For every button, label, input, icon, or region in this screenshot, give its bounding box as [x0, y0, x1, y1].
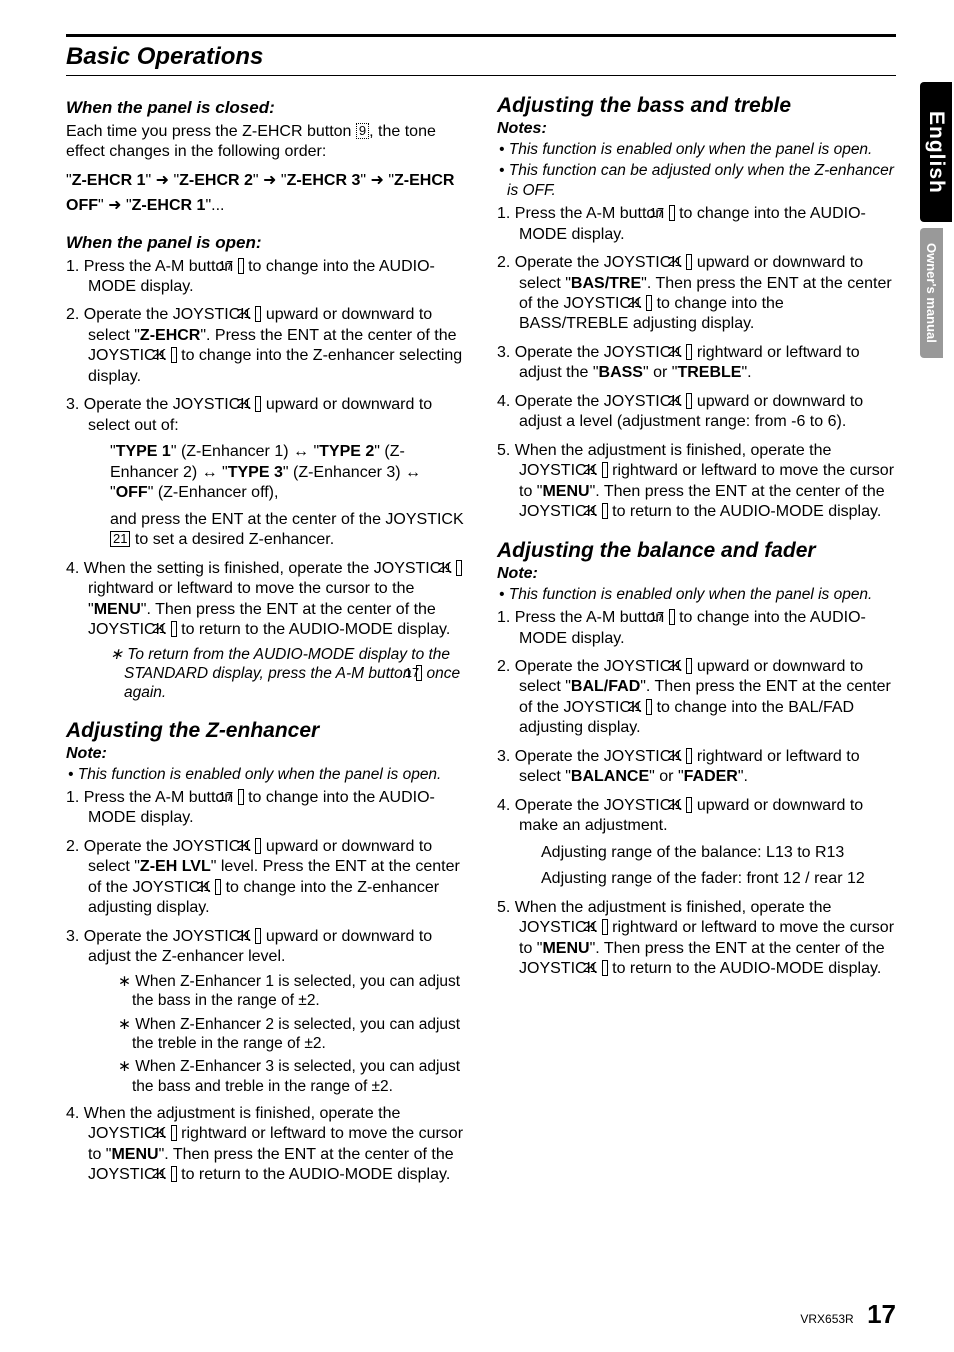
- bold: MENU: [542, 940, 589, 957]
- bold: BAS/TRE: [571, 275, 641, 292]
- note-label: Note:: [66, 745, 465, 763]
- note-item: • This function is enabled only when the…: [66, 765, 465, 784]
- tab-section: Owner's manual: [920, 228, 943, 358]
- t: 4. Operate the JOYSTICK: [497, 393, 686, 410]
- side-tabs: English Owner's manual: [920, 82, 954, 364]
- zenh-step-1: 1. Press the A-M button 17 to change int…: [66, 788, 465, 829]
- bass-step-5: 5. When the adjustment is finished, oper…: [497, 441, 896, 523]
- open-step-2: 2. Operate the JOYSTICK 21 upward or dow…: [66, 305, 465, 387]
- bold: Z-EHCR: [140, 327, 200, 344]
- t: 1. Press the A-M button: [497, 609, 669, 626]
- bold: BALANCE: [571, 768, 649, 785]
- bal-step-3: 3. Operate the JOYSTICK 21 rightward or …: [497, 747, 896, 788]
- t: ".: [738, 768, 748, 785]
- bold: FADER: [684, 768, 738, 785]
- t: 1. Press the A-M button: [497, 205, 669, 222]
- ref-joystick-21: 21: [110, 531, 130, 547]
- bold: MENU: [542, 483, 589, 500]
- open-step-3-sub1: "TYPE 1" (Z-Enhancer 1) ↔ "TYPE 2" (Z-En…: [88, 442, 465, 503]
- ref-joystick-21: 21: [456, 560, 462, 576]
- t: ".: [741, 364, 751, 381]
- right-column: Adjusting the bass and treble Notes: • T…: [497, 94, 896, 1194]
- heading-balance-fader: Adjusting the balance and fader: [497, 539, 896, 563]
- bal-step-4: 4. Operate the JOYSTICK 21 upward or dow…: [497, 796, 896, 890]
- bal-step-1: 1. Press the A-M button 17 to change int…: [497, 608, 896, 649]
- t: 1. Press the A-M button: [66, 258, 238, 275]
- bal-steps: 1. Press the A-M button 17 to change int…: [497, 608, 896, 980]
- t: 3. Operate the JOYSTICK: [497, 344, 686, 361]
- bass-step-2: 2. Operate the JOYSTICK 21 upward or dow…: [497, 253, 896, 335]
- zenh-step-2: 2. Operate the JOYSTICK 21 upward or dow…: [66, 837, 465, 919]
- open-step-3: 3. Operate the JOYSTICK 21 upward or dow…: [66, 395, 465, 550]
- open-step-1: 1. Press the A-M button 17 to change int…: [66, 257, 465, 298]
- bold: MENU: [111, 1146, 158, 1163]
- t: " or ": [643, 364, 677, 381]
- footer-model: VRX653R: [800, 1312, 853, 1326]
- page-title: Basic Operations: [66, 43, 896, 71]
- zenh-step-3: 3. Operate the JOYSTICK 21 upward or dow…: [66, 927, 465, 1096]
- t: and press the ENT at the center of the J…: [110, 511, 464, 528]
- t: 3. Operate the JOYSTICK: [66, 396, 255, 413]
- zenh-step-4: 4. When the adjustment is finished, oper…: [66, 1104, 465, 1186]
- t: 4. Operate the JOYSTICK: [497, 797, 686, 814]
- zenh-note-1: ∗ When Z-Enhancer 1 is selected, you can…: [88, 972, 465, 1011]
- t: 2. Operate the JOYSTICK: [497, 254, 686, 271]
- t: to return to the AUDIO-MODE display.: [608, 960, 882, 977]
- title-rule: [66, 75, 896, 76]
- zenh-note-2: ∗ When Z-Enhancer 2 is selected, you can…: [88, 1015, 465, 1054]
- heading-panel-closed: When the panel is closed:: [66, 98, 465, 118]
- bass-step-4: 4. Operate the JOYSTICK 21 upward or dow…: [497, 392, 896, 433]
- t: to set a desired Z-enhancer.: [130, 531, 334, 548]
- t: 2. Operate the JOYSTICK: [497, 658, 686, 675]
- open-steps: 1. Press the A-M button 17 to change int…: [66, 257, 465, 703]
- top-rule: [66, 34, 896, 37]
- t: 2. Operate the JOYSTICK: [66, 306, 255, 323]
- bold: MENU: [94, 601, 141, 618]
- note-label: Note:: [497, 565, 896, 583]
- zenh-note-3: ∗ When Z-Enhancer 3 is selected, you can…: [88, 1057, 465, 1096]
- bal-step-2: 2. Operate the JOYSTICK 21 upward or dow…: [497, 657, 896, 739]
- columns: When the panel is closed: Each time you …: [66, 94, 896, 1194]
- note-item: • This function is enabled only when the…: [497, 585, 896, 604]
- t: to return to the AUDIO-MODE display.: [608, 503, 882, 520]
- note-item: • This function can be adjusted only whe…: [497, 161, 896, 200]
- t: " or ": [649, 768, 683, 785]
- bal-range-balance: Adjusting range of the balance: L13 to R…: [519, 843, 896, 863]
- bold: BASS: [599, 364, 643, 381]
- note-item: • This function is enabled only when the…: [497, 140, 896, 159]
- t: to return to the AUDIO-MODE display.: [177, 1166, 451, 1183]
- bass-step-3: 3. Operate the JOYSTICK 21 rightward or …: [497, 343, 896, 384]
- t: ∗ To return from the AUDIO-MODE display …: [110, 646, 450, 682]
- t: 3. Operate the JOYSTICK: [66, 928, 255, 945]
- t: 3. Operate the JOYSTICK: [497, 748, 686, 765]
- bold: BAL/FAD: [571, 678, 640, 695]
- bal-step-5: 5. When the adjustment is finished, oper…: [497, 898, 896, 980]
- bold: Z-EH LVL: [140, 858, 211, 875]
- open-step-3-sub2: and press the ENT at the center of the J…: [88, 510, 465, 551]
- left-column: When the panel is closed: Each time you …: [66, 94, 465, 1194]
- open-step-4: 4. When the setting is finished, operate…: [66, 559, 465, 703]
- page: Basic Operations English Owner's manual …: [0, 0, 954, 1352]
- bal-range-fader: Adjusting range of the fader: front 12 /…: [519, 869, 896, 889]
- heading-bass-treble: Adjusting the bass and treble: [497, 94, 896, 118]
- open-step-4-note: ∗ To return from the AUDIO-MODE display …: [88, 645, 465, 703]
- bass-steps: 1. Press the A-M button 17 to change int…: [497, 204, 896, 523]
- t: 4. When the setting is finished, operate…: [66, 560, 456, 577]
- note-label: Notes:: [497, 120, 896, 138]
- bass-step-1: 1. Press the A-M button 17 to change int…: [497, 204, 896, 245]
- t: to return to the AUDIO-MODE display.: [177, 621, 451, 638]
- ref-button-9: 9: [356, 123, 369, 139]
- t: 1. Press the A-M button: [66, 789, 238, 806]
- footer-page-number: 17: [867, 1299, 896, 1329]
- heading-z-enhancer: Adjusting the Z-enhancer: [66, 719, 465, 743]
- closed-intro: Each time you press the Z-EHCR button 9,…: [66, 122, 465, 163]
- heading-panel-open: When the panel is open:: [66, 233, 465, 253]
- closed-sequence: "Z-EHCR 1" ➜ "Z-EHCR 2" ➜ "Z-EHCR 3" ➜ "…: [66, 169, 465, 219]
- t: Each time you press the Z-EHCR button: [66, 123, 356, 140]
- tab-language: English: [920, 82, 952, 222]
- t: 2. Operate the JOYSTICK: [66, 838, 255, 855]
- zenh-steps: 1. Press the A-M button 17 to change int…: [66, 788, 465, 1186]
- footer: VRX653R 17: [800, 1299, 896, 1330]
- bold: TREBLE: [677, 364, 741, 381]
